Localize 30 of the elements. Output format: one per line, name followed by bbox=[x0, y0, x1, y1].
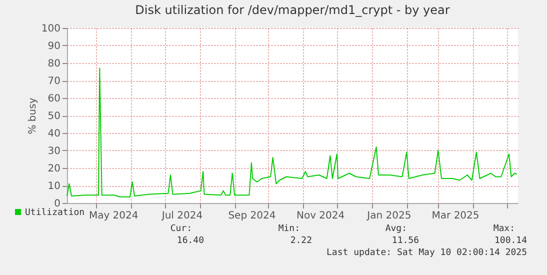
x-tick-label: Jul 2024 bbox=[160, 210, 203, 222]
y-tick-label: 40 bbox=[48, 128, 60, 140]
text: 2.22 bbox=[290, 236, 312, 246]
text: Max: bbox=[493, 224, 515, 234]
y-tick-label: 0 bbox=[54, 198, 60, 210]
text: Last update: Sat May 10 02:00:14 2025 bbox=[326, 248, 527, 258]
x-tick-label: Sep 2024 bbox=[228, 210, 276, 222]
y-tick-label: 80 bbox=[48, 58, 60, 70]
x-tick-label: Nov 2024 bbox=[296, 210, 345, 222]
text: 16.40 bbox=[176, 236, 204, 246]
y-tick-label: 20 bbox=[48, 164, 60, 174]
x-tick-label: May 2024 bbox=[88, 210, 138, 222]
y-tick-label: 70 bbox=[48, 76, 60, 87]
chart-title: Disk utilization for /dev/mapper/md1_crypt - by year bbox=[135, 3, 450, 17]
y-tick-label: 30 bbox=[48, 146, 60, 157]
text: 11.56 bbox=[392, 236, 419, 246]
y-tick-label: 60 bbox=[48, 94, 60, 104]
y-tick-label: 50 bbox=[48, 111, 60, 122]
text: 100.14 bbox=[494, 236, 527, 246]
text: Avg: bbox=[385, 224, 407, 234]
y-tick-label: 90 bbox=[48, 41, 60, 52]
text: Cur: bbox=[170, 224, 192, 234]
legend-label: Utilization bbox=[25, 208, 85, 218]
x-tick-label: Jan 2025 bbox=[366, 210, 412, 222]
text: Min: bbox=[278, 224, 300, 234]
y-tick-label: 10 bbox=[48, 181, 60, 192]
x-tick-label: Mar 2025 bbox=[432, 210, 480, 222]
y-axis-title: % busy bbox=[27, 98, 38, 134]
line-series bbox=[66, 68, 518, 198]
y-tick-label: 100 bbox=[41, 24, 60, 34]
